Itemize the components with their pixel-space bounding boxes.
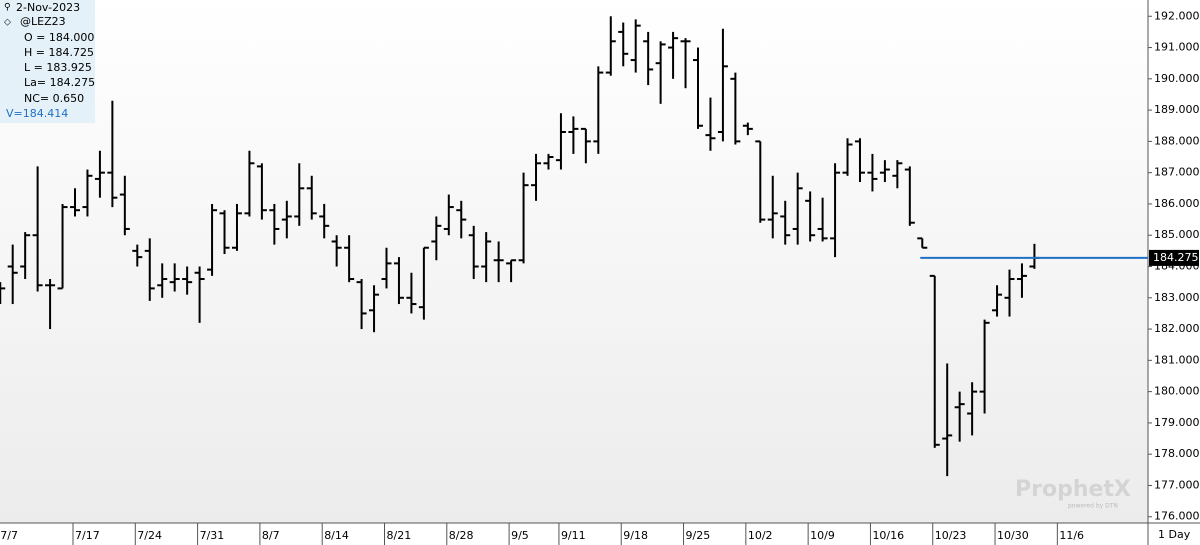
y-tick-label: 176.000 [1154, 510, 1200, 523]
info-date: 2-Nov-2023 [16, 1, 80, 14]
y-tick-label: 178.000 [1154, 447, 1200, 460]
y-axis-area [1148, 0, 1200, 545]
plot-area [0, 0, 1148, 523]
icon: ◇ [4, 18, 11, 28]
x-tick-label: 8/21 [387, 529, 412, 542]
y-tick-label: 186.000 [1154, 197, 1200, 210]
info-symbol: @LEZ23 [20, 15, 66, 28]
y-tick-label: 189.000 [1154, 103, 1200, 116]
watermark: ProphetX [1015, 477, 1131, 502]
info-bg [0, 0, 95, 123]
interval-label: 1 Day [1158, 528, 1191, 541]
y-tick-label: 183.000 [1154, 291, 1200, 304]
watermark-tagline: powered by DTN [1068, 503, 1118, 510]
x-tick-label: 9/11 [561, 529, 586, 542]
y-tick-label: 182.000 [1154, 322, 1200, 335]
x-tick-label: 7/7 [0, 529, 18, 542]
icon: ⚲ [4, 3, 11, 13]
info-line: H = 184.725 [24, 46, 94, 59]
x-tick-label: 9/25 [686, 529, 711, 542]
x-tick-label: 7/24 [137, 529, 162, 542]
info-line: La= 184.275 [24, 76, 95, 89]
x-tick-label: 10/16 [872, 529, 904, 542]
x-tick-label: 9/18 [623, 529, 648, 542]
y-tick-label: 177.000 [1154, 478, 1200, 491]
y-tick-label: 192.000 [1154, 9, 1200, 22]
x-tick-label: 10/30 [997, 529, 1029, 542]
y-tick-label: 191.000 [1154, 41, 1200, 54]
x-tick-label: 10/23 [935, 529, 967, 542]
y-tick-label: 181.000 [1154, 353, 1200, 366]
x-tick-label: 7/17 [75, 529, 100, 542]
y-tick-label: 188.000 [1154, 134, 1200, 147]
last-price-label: 184.275 [1153, 251, 1199, 264]
x-tick-label: 7/31 [200, 529, 225, 542]
y-tick-label: 180.000 [1154, 385, 1200, 398]
y-tick-label: 190.000 [1154, 72, 1200, 85]
y-tick-label: 179.000 [1154, 416, 1200, 429]
info-line: NC= 0.650 [24, 92, 84, 105]
info-line: O = 184.000 [24, 31, 94, 44]
x-tick-label: 10/9 [810, 529, 835, 542]
info-volume: V=184.414 [6, 107, 68, 120]
x-tick-label: 8/28 [449, 529, 474, 542]
last-price-tag [1149, 249, 1199, 266]
x-tick-label: 9/5 [511, 529, 529, 542]
info-line: L = 183.925 [24, 61, 92, 74]
y-tick-label: 185.000 [1154, 228, 1200, 241]
x-tick-label: 11/6 [1059, 529, 1084, 542]
y-tick-label: 187.000 [1154, 166, 1200, 179]
x-tick-label: 8/14 [324, 529, 349, 542]
info-panel: 2-Nov-2023 ⚲ ◇ @LEZ23 O = 184.000 H = 18… [0, 0, 95, 123]
x-tick-label: 8/7 [262, 529, 280, 542]
x-tick-label: 10/2 [748, 529, 773, 542]
